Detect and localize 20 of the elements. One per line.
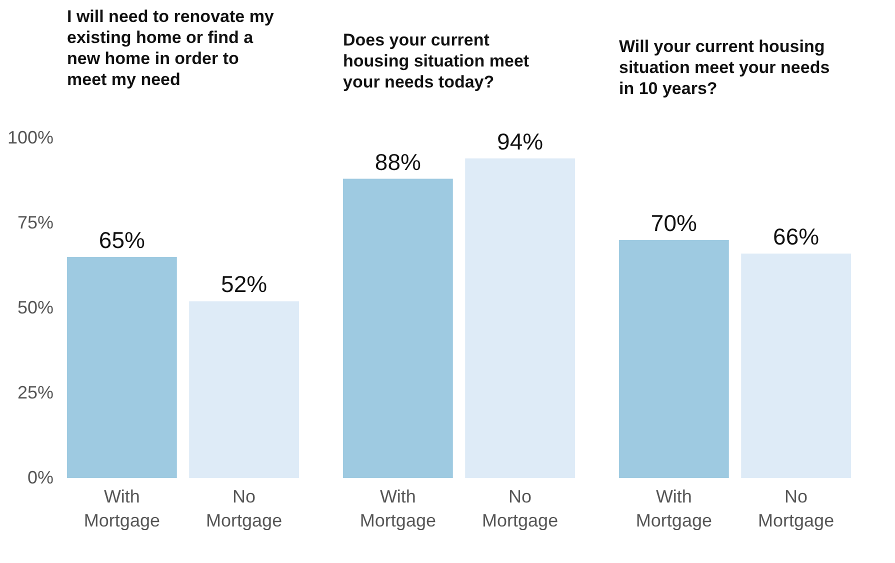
chart-title: Does your current housing situation meet your needs today? (343, 30, 530, 92)
x-tick-label: No Mortgage (758, 486, 834, 530)
data-label: 88% (374, 148, 421, 175)
x-tick-label: No Mortgage (206, 486, 282, 530)
data-label: 94% (497, 128, 544, 154)
chart-title: I will need to renovate my existing home or find a new home in order to meet my need (67, 7, 274, 89)
x-tick-label: With Mortgage (84, 486, 160, 530)
data-label: 70% (650, 210, 697, 236)
chart-title: Will your current housing situation meet your needs in 10 years? (619, 37, 830, 98)
y-tick-label: 25% (17, 382, 54, 402)
y-tick-label: 75% (17, 212, 54, 232)
data-label: 65% (98, 227, 145, 253)
y-tick-label: 0% (27, 468, 54, 488)
x-tick-label: No Mortgage (482, 486, 558, 530)
y-tick-label: 100% (7, 128, 54, 148)
data-label: 52% (221, 271, 268, 298)
data-label: 66% (773, 224, 820, 250)
x-tick-label: With Mortgage (360, 486, 436, 530)
x-tick-label: With Mortgage (636, 486, 712, 530)
y-tick-label: 50% (17, 298, 54, 318)
